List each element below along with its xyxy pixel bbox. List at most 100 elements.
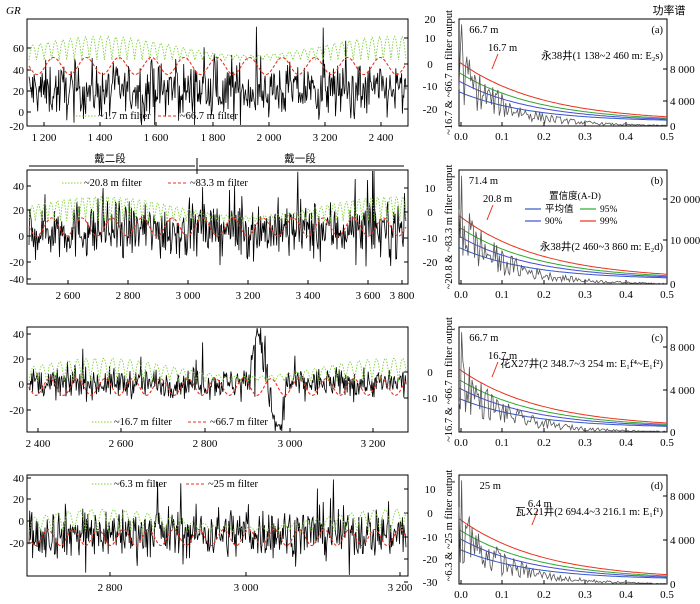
legend-long-label: ~66.7 m filter <box>210 417 268 428</box>
right-axis-label: ~6.3 & ~25 m filter output <box>444 470 455 582</box>
left-tick-label: 40 <box>13 329 25 341</box>
conf-95-line <box>458 72 668 119</box>
panel-label: (d) <box>651 481 664 492</box>
left-tick-label: 0 <box>19 379 25 391</box>
legend-short-label: ~6.3 m filter <box>114 479 167 490</box>
right-tick-label: 0 <box>427 508 433 520</box>
spectrum-x-tick-label: 0.3 <box>578 289 592 301</box>
x-tick-label: 2 600 <box>109 438 134 450</box>
conf-99-line <box>458 215 668 275</box>
spectrum-x-tick-label: 0.5 <box>660 289 674 301</box>
conf-95-line <box>458 529 668 577</box>
spectrum-x-tick-label: 0.4 <box>619 437 633 449</box>
right-axis-label: ~16.7 & ~66.7 m filter output <box>444 317 455 442</box>
peak-arrow <box>491 361 499 378</box>
short-filter-line <box>28 358 407 383</box>
right-tick-label: -10 <box>423 532 438 544</box>
peak-label: 66.7 m <box>469 25 498 36</box>
conf-mean-line <box>458 548 667 579</box>
spectrum-x-tick-label: 0.3 <box>578 131 592 143</box>
confidence-title: 置信度(A-D) <box>549 190 601 202</box>
spectrum-y-tick-label: 0 <box>670 279 676 291</box>
spectrum-x-tick-label: 0.0 <box>454 289 468 301</box>
spectrum-x-tick-label: 0.2 <box>537 589 551 601</box>
x-tick-label: 3 000 <box>176 290 201 302</box>
panel-a: 60 40 20 0 -20 20 10 0 -10 -20 1 200 1 400 1 600 1 80… <box>9 10 695 144</box>
right-tick-label: 0 <box>427 367 433 379</box>
right-tick-label: -10 <box>423 393 438 405</box>
left-tick-label: 20 <box>13 494 25 506</box>
x-tick-label: 3 600 <box>356 290 381 302</box>
peak-label: 25 m <box>480 481 501 492</box>
legend-short-label: ~1.7 m filter <box>98 111 151 122</box>
spectrum-y-tick-label: 4 000 <box>670 535 695 547</box>
left-tick-label: 0 <box>19 516 25 528</box>
well-label: 永38井(1 138~2 460 m: E₂s) <box>541 49 663 62</box>
left-tick-label: 20 <box>13 86 25 98</box>
legend-long-label: ~83.3 m filter <box>190 178 248 189</box>
ts-frame <box>26 18 409 127</box>
spectrum-x-tick-label: 0.2 <box>537 437 551 449</box>
short-filter-line <box>28 509 407 534</box>
x-tick-label: 3 200 <box>388 582 413 594</box>
left-tick-label: 40 <box>13 181 25 193</box>
spectrum-x-tick-label: 0.5 <box>660 589 674 601</box>
stage-right-label: 戴一段 <box>284 152 316 165</box>
peak-label: 66.7 m <box>469 333 498 344</box>
spectrum-x-tick-label: 0.1 <box>495 131 509 143</box>
x-tick-label: 2 600 <box>56 290 81 302</box>
peak-label: 71.4 m <box>469 176 498 187</box>
x-tick-label: 1 400 <box>88 132 113 144</box>
left-tick-label: 60 <box>13 43 25 55</box>
gr-log-line <box>28 26 407 126</box>
gr-axis-label: GR <box>6 5 21 17</box>
x-tick-label: 3 800 <box>390 290 415 302</box>
left-tick-label: -40 <box>9 274 24 286</box>
spectrum-y-tick-label: 0 <box>670 121 676 133</box>
confidence-label: 99% <box>600 217 618 227</box>
power-spectrum-line <box>458 332 668 433</box>
right-tick-label: -20 <box>423 554 438 566</box>
well-label: 花X27井(2 348.7~3 254 m: E₁f⁴~E₁f²) <box>500 357 663 370</box>
conf-95-line <box>458 379 668 425</box>
stage-left-label: 戴二段 <box>94 152 126 165</box>
spectrum-frame <box>458 169 668 285</box>
spectrum-x-tick-label: 0.2 <box>537 289 551 301</box>
spectrum-y-tick-label: 4 000 <box>670 385 695 397</box>
short-filter-line <box>28 35 407 62</box>
right-tick-label: 10 <box>425 484 437 496</box>
spectrum-x-tick-label: 0.0 <box>454 437 468 449</box>
long-filter-line <box>28 378 407 396</box>
right-tick-label: -10 <box>423 233 438 245</box>
spectrum-x-tick-label: 0.1 <box>495 589 509 601</box>
spectrum-y-tick-label: 8 000 <box>670 342 695 354</box>
confidence-legend: 置信度(A-D)平均值 95% 90% 99% <box>525 190 618 227</box>
right-tick-label: -20 <box>423 257 438 269</box>
x-tick-label: 2 400 <box>369 132 394 144</box>
conf-99-line <box>458 368 668 424</box>
x-tick-label: 3 200 <box>313 132 338 144</box>
gr-log-line <box>28 479 407 576</box>
power-spectrum-line <box>458 24 667 127</box>
left-tick-label: 0 <box>19 231 25 243</box>
x-tick-label: 3 200 <box>361 438 386 450</box>
spectrum-x-tick-label: 0.4 <box>619 131 633 143</box>
left-tick-label: 0 <box>19 107 25 119</box>
panel-label: (b) <box>651 176 664 187</box>
long-filter-line <box>28 528 407 547</box>
legend-short-label: ~20.8 m filter <box>84 178 142 189</box>
left-tick-label: 20 <box>13 354 25 366</box>
spectrum-x-tick-label: 0.1 <box>495 437 509 449</box>
panel-label: (a) <box>651 25 663 36</box>
spectrum-y-tick-label: 8 000 <box>670 64 695 76</box>
right-tick-label: 0 <box>427 59 433 71</box>
ts-frame <box>26 169 409 285</box>
confidence-label: 95% <box>600 205 618 215</box>
well-label: 永38井(2 460~3 860 m: E₂d) <box>540 240 664 253</box>
left-tick-label: -20 <box>9 121 24 133</box>
left-tick-label: 40 <box>13 65 25 77</box>
x-tick-label: 3 000 <box>234 582 259 594</box>
spectrum-x-tick-label: 0.3 <box>578 437 592 449</box>
conf-mean-line <box>458 397 667 427</box>
